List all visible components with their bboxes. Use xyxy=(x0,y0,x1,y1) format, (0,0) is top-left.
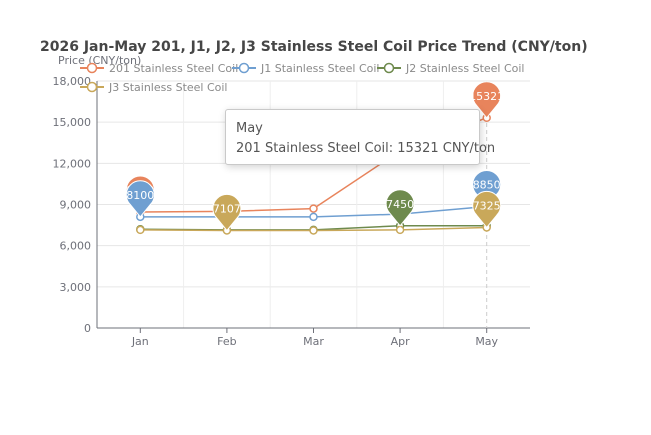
y-tick-label: 18,000 xyxy=(53,75,92,88)
axes: 0 3,000 6,000 9,000 12,000 15,000 18,000 Jan Feb… xyxy=(53,75,530,348)
x-tick-label: Jan xyxy=(131,335,149,348)
tooltip-separator: : xyxy=(388,141,398,156)
data-point xyxy=(309,226,318,235)
x-tick-label: Feb xyxy=(217,335,236,348)
y-tick-label: 12,000 xyxy=(53,157,92,170)
legend-label: J3 Stainless Steel Coil xyxy=(108,81,228,94)
marker-pin: 8100 xyxy=(125,180,155,218)
marker-pin: 7325 xyxy=(472,191,502,229)
y-tick-label: 9,000 xyxy=(60,199,92,212)
pin-label: 15321 xyxy=(469,90,504,103)
pin-label: 7325 xyxy=(473,199,501,212)
pin-shape xyxy=(472,81,502,119)
legend-item: J1 Stainless Steel Coil xyxy=(232,62,380,75)
pin-label: 7107 xyxy=(213,202,241,215)
y-tick-label: 3,000 xyxy=(60,281,92,294)
legend-label: 201 Stainless Steel Coil xyxy=(109,62,238,75)
tooltip-category: May xyxy=(236,121,263,136)
pin-label: 8100 xyxy=(126,189,154,202)
pin-shape xyxy=(212,194,242,232)
legend-item: 201 Stainless Steel Coil xyxy=(80,62,238,75)
pin-shape xyxy=(125,180,155,218)
legend: 201 Stainless Steel Coil J1 Stainless Ste… xyxy=(80,62,525,94)
legend-symbol xyxy=(86,81,98,93)
x-tick-label: Apr xyxy=(391,335,411,348)
marker-pins: 153218450885081007450715073257107 xyxy=(125,81,504,232)
y-tick-label: 0 xyxy=(84,322,91,335)
y-axis-label: Price (CNY/ton) xyxy=(58,54,141,67)
data-point xyxy=(136,225,145,235)
chart-title: 2026 Jan-May 201, J1, J2, J3 Stainless S… xyxy=(40,39,588,55)
data-point xyxy=(309,204,318,213)
y-tick-label: 15,000 xyxy=(53,116,92,129)
legend-symbol xyxy=(238,62,250,74)
legend-symbol xyxy=(383,62,395,74)
legend-label: J1 Stainless Steel Coil xyxy=(260,62,380,75)
tooltip-value: 15321 CNY/ton xyxy=(397,141,496,156)
legend-label: J2 Stainless Steel Coil xyxy=(405,62,525,75)
marker-pin: 7107 xyxy=(212,194,242,232)
marker-pin: 15321 xyxy=(469,81,504,119)
x-tick-label: Mar xyxy=(303,335,324,348)
pin-shape xyxy=(385,189,415,227)
marker-pin: 7450 xyxy=(385,189,415,227)
legend-item: J2 Stainless Steel Coil xyxy=(377,62,525,75)
data-point xyxy=(309,212,318,222)
tooltip: May 201 Stainless Steel Coil: 15321 CNY/… xyxy=(225,109,495,165)
pin-label: 7450 xyxy=(386,198,414,211)
tooltip-value-row: 201 Stainless Steel Coil: 15321 CNY/ton xyxy=(236,139,495,159)
legend-item: J3 Stainless Steel Coil xyxy=(80,81,228,94)
y-tick-label: 6,000 xyxy=(60,240,92,253)
x-tick-label: May xyxy=(475,335,498,348)
tooltip-series-name: 201 Stainless Steel Coil xyxy=(236,141,389,156)
legend-symbol xyxy=(86,62,98,74)
pin-shape xyxy=(472,191,502,229)
pin-label: 8850 xyxy=(473,179,501,192)
data-point xyxy=(395,225,405,235)
